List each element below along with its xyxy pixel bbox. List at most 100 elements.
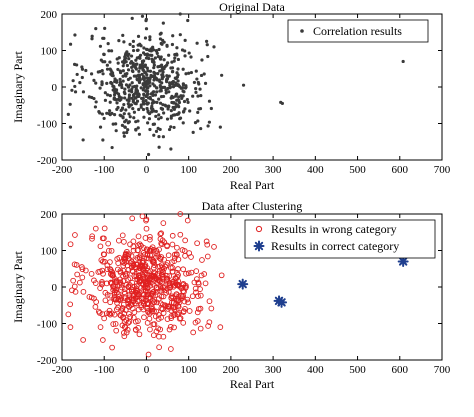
data-point <box>71 79 75 83</box>
data-point-wrong-category <box>194 240 200 247</box>
data-point <box>146 121 150 125</box>
data-point-wrong-category <box>129 295 135 302</box>
data-point <box>199 93 203 98</box>
data-point-wrong-category <box>160 301 166 308</box>
data-point-wrong-category <box>110 321 117 327</box>
data-point <box>122 131 126 135</box>
data-point-wrong-category <box>130 238 137 245</box>
legend: Correlation results <box>287 19 429 43</box>
data-point <box>153 71 157 75</box>
data-point <box>126 102 130 106</box>
data-point-wrong-category <box>147 236 153 243</box>
data-point-wrong-category <box>132 257 139 264</box>
data-point <box>172 125 176 130</box>
data-point <box>192 80 197 85</box>
data-point <box>131 106 135 111</box>
data-point <box>78 80 82 85</box>
data-point <box>167 53 171 57</box>
data-point-wrong-category <box>148 303 155 310</box>
data-point <box>157 47 161 52</box>
data-point <box>154 114 158 118</box>
data-point <box>170 100 174 105</box>
data-point <box>132 116 136 120</box>
data-point <box>131 44 135 49</box>
data-point <box>157 135 161 139</box>
data-point-wrong-category <box>107 299 114 306</box>
data-point-wrong-category <box>165 303 171 310</box>
data-point <box>175 71 179 75</box>
data-point-wrong-category <box>97 285 103 291</box>
data-point <box>199 73 204 78</box>
y-tick-label: 100 <box>41 246 58 258</box>
data-point-wrong-category <box>169 265 176 271</box>
data-point-wrong-category <box>174 244 180 251</box>
data-point <box>205 39 209 44</box>
data-point-wrong-category <box>166 280 173 287</box>
data-point-wrong-category <box>218 272 225 279</box>
data-point-wrong-category <box>157 236 164 242</box>
data-point <box>161 135 165 139</box>
data-point-wrong-category <box>190 329 197 336</box>
data-point <box>175 75 179 79</box>
data-point-wrong-category <box>175 297 182 304</box>
data-point-wrong-category <box>101 251 107 258</box>
data-point <box>176 57 181 62</box>
data-point <box>115 91 119 95</box>
data-point <box>138 56 142 60</box>
data-point <box>155 86 159 90</box>
data-point <box>162 111 166 115</box>
data-point <box>158 69 162 73</box>
data-point-wrong-category <box>194 318 201 324</box>
data-point <box>152 66 156 70</box>
x-tick-label: -100 <box>94 364 115 376</box>
data-point <box>142 46 146 50</box>
data-point <box>126 68 131 72</box>
data-point <box>143 80 147 84</box>
data-point-wrong-category <box>127 275 134 282</box>
data-point <box>170 80 174 84</box>
data-point-wrong-category <box>157 326 164 333</box>
data-point <box>120 85 124 90</box>
data-point <box>169 125 173 129</box>
data-point <box>127 93 132 97</box>
data-point-wrong-category <box>144 320 151 326</box>
data-point <box>220 73 224 77</box>
data-point <box>142 64 147 68</box>
data-point-wrong-category <box>143 271 150 278</box>
data-point <box>133 101 137 105</box>
data-point-wrong-category <box>183 270 189 277</box>
data-point <box>126 54 130 58</box>
data-point <box>75 72 79 77</box>
data-point <box>154 77 159 81</box>
x-tick-label: 700 <box>434 164 451 176</box>
legend: Results in wrong category Results in cor… <box>244 219 436 259</box>
data-point <box>129 103 133 107</box>
data-point-wrong-category <box>107 311 114 318</box>
data-point <box>199 126 203 131</box>
data-point <box>141 76 145 81</box>
data-point <box>162 40 166 44</box>
data-point <box>178 12 182 16</box>
data-point <box>108 60 112 64</box>
data-point <box>170 42 175 47</box>
data-point <box>197 107 201 111</box>
data-point <box>137 93 141 97</box>
data-point <box>148 127 152 132</box>
data-point-wrong-category <box>144 252 151 259</box>
data-point <box>130 16 134 20</box>
data-point <box>183 54 187 58</box>
data-point-wrong-category <box>141 314 147 321</box>
data-point-wrong-category <box>70 277 76 284</box>
data-point-wrong-category <box>136 241 143 248</box>
data-point-wrong-category <box>97 268 103 275</box>
data-point-wrong-category <box>145 268 151 274</box>
data-point <box>194 90 198 94</box>
data-point <box>198 87 202 91</box>
data-point <box>123 125 127 129</box>
data-point <box>89 72 94 76</box>
data-point <box>157 78 161 82</box>
data-point <box>175 83 180 88</box>
data-point <box>130 65 134 69</box>
y-tick-label: 100 <box>41 46 58 58</box>
data-point-wrong-category <box>193 268 200 274</box>
